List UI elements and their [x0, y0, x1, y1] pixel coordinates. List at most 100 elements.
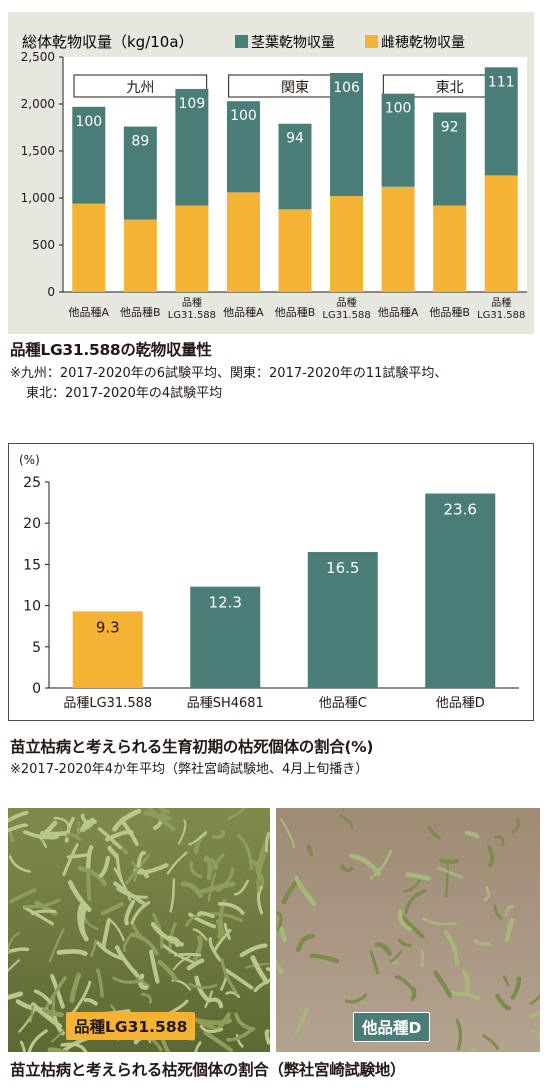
leaf: [344, 993, 368, 1004]
x-tick-label: LG31.588: [477, 310, 525, 321]
x-tick-label: 他品種C: [319, 695, 367, 711]
leaf: [157, 959, 178, 982]
field-photo-lg31588: 品種LG31.588: [8, 808, 270, 1052]
leaf: [42, 1007, 64, 1017]
leaf: [239, 943, 268, 958]
leaf: [437, 866, 464, 879]
leaf: [197, 911, 215, 919]
bar-segment: [72, 106, 106, 204]
bar-index-label: 89: [131, 134, 149, 150]
leaf: [504, 917, 515, 942]
x-tick-label: 品種: [491, 296, 511, 309]
leaf: [279, 817, 296, 849]
bar-segment: [484, 175, 518, 292]
leaf: [173, 952, 202, 957]
leaf: [149, 949, 160, 984]
legend-label-ear: 雌穂乾物収量: [381, 35, 465, 51]
leaf: [194, 975, 212, 1003]
mortality-chart-svg: (%) 0 5 10 15 20 25 9.3 品種LG31.588 12.3 品種SH4681 16…: [19, 453, 519, 711]
leaf: [8, 991, 23, 1000]
y-tick-label: 20: [23, 516, 41, 532]
leaf: [529, 1010, 540, 1018]
leaf: [129, 932, 159, 956]
y-tick-label: 500: [32, 238, 55, 252]
leaf: [397, 909, 413, 932]
leaf: [374, 941, 392, 956]
leaf: [369, 950, 380, 975]
mortality-plot-area: (%) 0 5 10 15 20 25 9.3 品種LG31.588 12.3 品種SH4681 16…: [19, 453, 519, 711]
leaf: [504, 904, 515, 918]
leaf: [150, 921, 184, 947]
leaf: [445, 863, 450, 898]
leaf: [29, 1004, 34, 1023]
photo-caption: 苗立枯病と考えられる枯死個体の割合（弊社宮崎試験地）: [10, 1061, 406, 1079]
leaf: [138, 973, 149, 990]
bar-segment: [72, 203, 106, 292]
leaf: [293, 1006, 309, 1036]
leaf: [225, 991, 241, 999]
leaf: [49, 995, 56, 1021]
leaf: [410, 986, 417, 1001]
leaf: [67, 880, 92, 912]
leaf: [97, 827, 122, 850]
leaf: [511, 817, 520, 834]
bar-segment: [278, 123, 312, 210]
leaf: [19, 1040, 26, 1052]
leaf: [140, 993, 152, 1004]
legend-label-stem-leaf: 茎葉乾物収量: [251, 35, 335, 51]
leaf: [115, 853, 124, 883]
bar: [72, 611, 143, 688]
leaf: [461, 969, 471, 997]
leaf: [146, 808, 176, 832]
leaf: [131, 923, 142, 938]
leaf: [493, 904, 503, 920]
leaf: [116, 887, 148, 899]
leaf: [487, 844, 495, 867]
leaf: [8, 823, 29, 832]
mortality-caption-title: 苗立枯病と考えられる生育初期の枯死個体の割合(%): [10, 738, 374, 756]
mortality-caption-note: ※2017-2020年4か年平均（弊社宮崎試験地、4月上旬播き）: [10, 762, 369, 777]
leaf: [8, 932, 20, 954]
leaf: [473, 938, 492, 946]
leaf: [233, 879, 250, 896]
leaf: [9, 888, 37, 904]
bar-segment: [330, 72, 364, 197]
y-tick-label: 10: [23, 599, 41, 615]
leaf: [394, 975, 414, 991]
bar-segment: [381, 186, 415, 292]
y-tick-label: 0: [32, 681, 41, 697]
x-tick-label: 品種LG31.588: [63, 695, 152, 711]
leaf: [186, 958, 205, 971]
yield-plot-area: 0 500 1,000 1,500 2,000 2,500 九州 関東 東北 100 他品種A 89 他…: [21, 50, 527, 321]
leaf: [30, 1002, 63, 1029]
leaf: [404, 889, 427, 915]
leaf: [188, 912, 217, 929]
leaf: [166, 851, 188, 875]
leaf: [47, 1047, 72, 1052]
leaf: [192, 935, 203, 962]
leaf: [397, 938, 412, 947]
bar: [307, 552, 378, 688]
leaf: [529, 1029, 540, 1040]
y-tick-label: 2,000: [21, 97, 55, 111]
x-tick-label: 品種SH4681: [187, 695, 264, 711]
y-axis-label: (%): [19, 453, 40, 467]
bar-segment: [123, 126, 157, 220]
leaf: [187, 831, 208, 846]
bar-segment: [381, 93, 415, 187]
leaf: [44, 975, 67, 1010]
leaf: [65, 833, 82, 841]
leaf: [264, 1029, 270, 1045]
yield-caption-title: 品種LG31.588の乾物収量性: [10, 341, 212, 359]
bar-index-label: 111: [488, 74, 515, 90]
corn-seedlings-bare-soil-photo-icon: [276, 808, 540, 1052]
bar-segment: [330, 196, 364, 292]
leaf: [136, 850, 146, 868]
leaf: [256, 885, 264, 915]
leaf: [112, 976, 144, 984]
leaf: [71, 980, 92, 1015]
leaf: [265, 832, 270, 853]
leaf: [276, 911, 283, 932]
y-tick-label: 25: [23, 475, 41, 491]
leaf: [33, 834, 48, 849]
